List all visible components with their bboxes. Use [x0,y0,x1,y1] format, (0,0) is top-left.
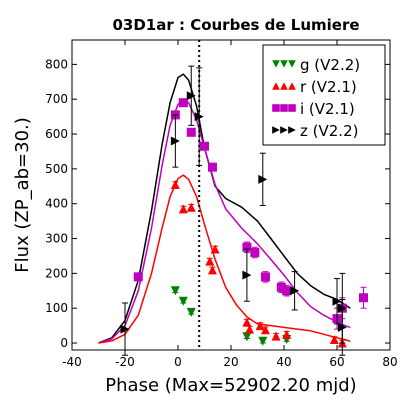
y-tick-label: 600 [45,127,68,141]
data-point [170,286,180,296]
data-point [276,282,286,292]
data-point [178,296,188,306]
data-point [186,307,196,317]
x-tick-label: -20 [115,355,135,369]
legend-marker [280,104,288,112]
data-point [210,244,220,254]
legend-marker [288,60,296,68]
y-axis-label: Flux (ZP_ab=30.) [12,117,33,273]
y-tick-label: 0 [60,336,68,350]
data-point [205,256,215,266]
y-tick-label: 200 [45,266,68,280]
data-point [186,127,196,137]
x-tick-label: 40 [276,355,291,369]
data-point [271,331,281,341]
data-point [170,136,180,146]
data-point [282,286,292,296]
data-point [260,325,270,335]
legend-marker [272,82,280,90]
data-point [242,242,252,252]
data-point [258,336,268,346]
legend-label: r (V2.1) [300,78,357,96]
data-point [258,174,268,184]
legend-label: z (V2.2) [300,122,358,140]
legend-marker [272,60,280,68]
data-point [250,247,260,257]
chart-title: 03D1ar : Courbes de Lumiere [112,16,359,34]
data-point [242,270,252,280]
legend-marker [280,60,288,68]
data-point [329,335,339,345]
y-tick-label: 800 [45,57,68,71]
legend-marker [272,104,280,112]
x-tick-label: 0 [174,355,182,369]
data-point [200,141,209,151]
legend-label: g (V2.2) [300,56,360,74]
data-point [242,332,252,342]
legend-marker [272,126,280,134]
legend-marker [288,82,296,90]
legend-marker [280,82,288,90]
data-point [332,296,342,306]
data-point [242,317,252,327]
y-tick-label: 100 [45,301,68,315]
data-point [207,265,217,275]
data-point [359,293,368,303]
legend: g (V2.2) r (V2.1) i (V2.1) z (V2.2) [262,44,386,146]
y-tick-label: 300 [45,232,68,246]
x-axis-label: Phase (Max=52902.20 mjd) [105,375,356,396]
data-point [337,322,347,332]
y-tick-label: 700 [45,92,68,106]
data-point [260,272,270,282]
data-point [194,112,204,122]
x-tick-label: 20 [223,355,238,369]
data-point [133,272,143,282]
data-point [178,204,188,214]
data-point [245,324,255,334]
x-tick-label: 60 [329,355,344,369]
x-tick-label: 80 [382,355,397,369]
fit-curve [98,174,351,344]
data-point [170,180,180,190]
data-point [255,321,265,331]
data-point [178,98,188,108]
data-point [282,329,292,339]
data-point [120,324,130,334]
x-tick-label: -40 [62,355,82,369]
legend-marker [288,126,296,134]
data-point [207,162,217,172]
legend-label: i (V2.1) [300,100,355,118]
data-point [186,202,196,212]
y-tick-label: 500 [45,162,68,176]
data-points [120,65,368,356]
legend-marker [280,126,288,134]
data-point [290,286,300,296]
y-tick-label: 400 [45,197,68,211]
legend-marker [288,104,296,112]
data-point [186,91,196,101]
